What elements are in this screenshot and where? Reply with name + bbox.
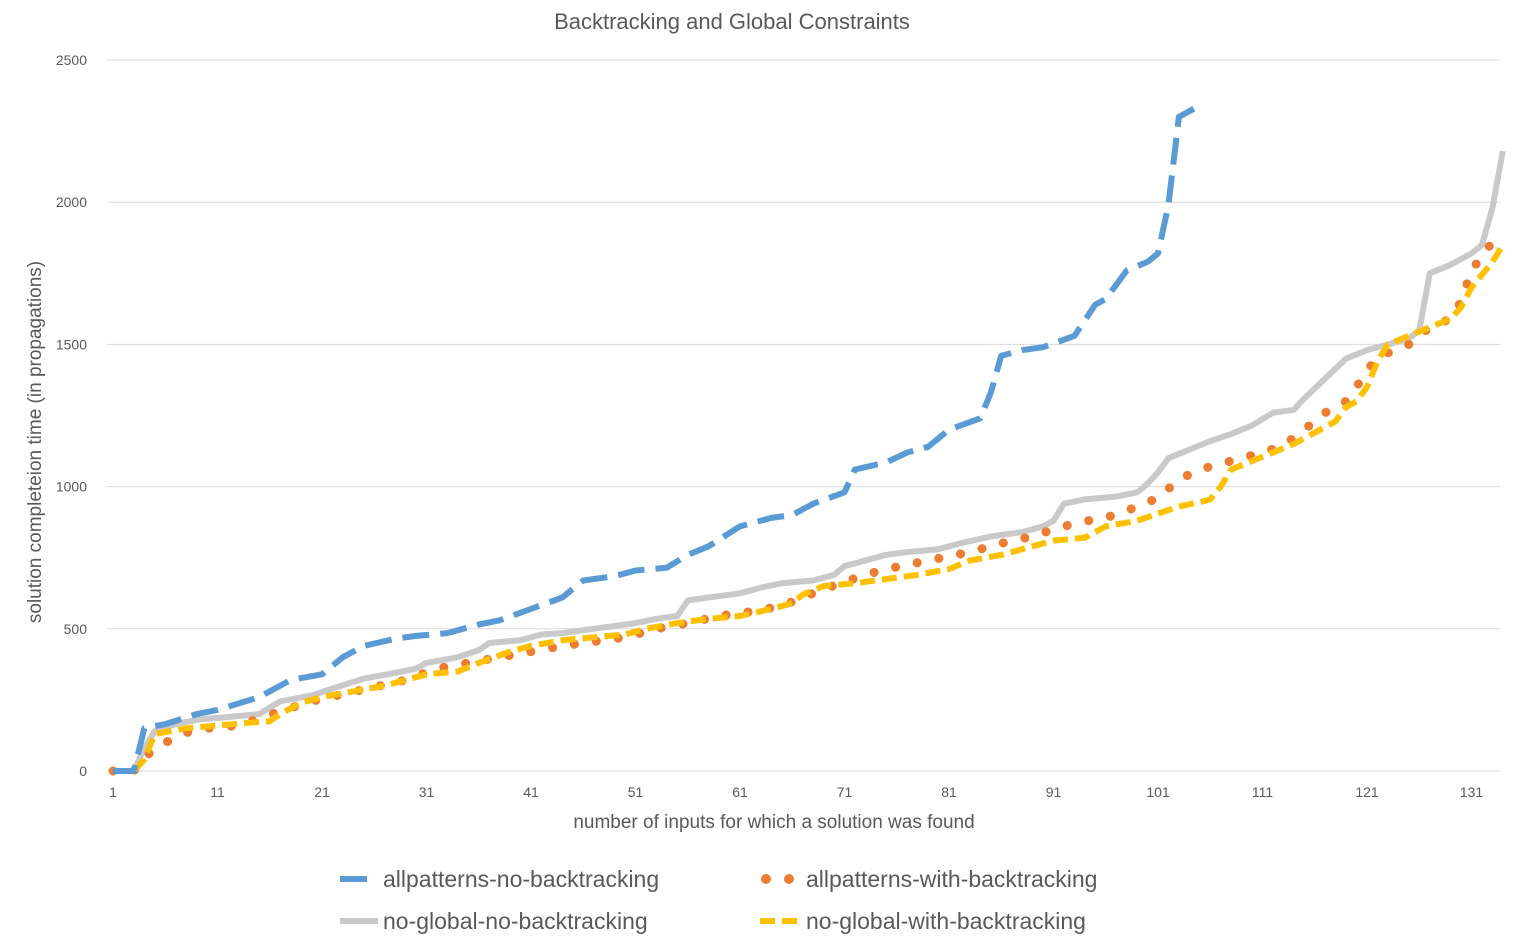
- x-tick-label: 81: [941, 784, 957, 800]
- legend-label: no-global-no-backtracking: [383, 908, 648, 934]
- x-tick-label: 51: [628, 784, 644, 800]
- x-tick-label: 101: [1146, 784, 1170, 800]
- y-tick-label: 1500: [56, 336, 87, 352]
- x-tick-label: 91: [1046, 784, 1062, 800]
- legend-marker: [784, 874, 794, 884]
- x-tick-label: 121: [1355, 784, 1379, 800]
- y-axis-ticks: 0 500 1000 1500 2000 2500: [56, 52, 87, 779]
- legend-label: allpatterns-with-backtracking: [806, 866, 1097, 892]
- legend-item-no-global-no-backtracking: no-global-no-backtracking: [340, 908, 648, 934]
- x-tick-label: 31: [419, 784, 435, 800]
- x-tick-label: 111: [1252, 784, 1273, 800]
- y-axis-title: solution completeion time (in propagatio…: [25, 261, 46, 623]
- x-axis-title: number of inputs for which a solution wa…: [573, 812, 974, 833]
- y-tick-label: 500: [64, 621, 88, 637]
- gridlines: [107, 59, 1500, 630]
- legend-item-allpatterns-no-backtracking: allpatterns-no-backtracking: [340, 866, 659, 892]
- x-tick-label: 21: [314, 784, 330, 800]
- x-tick-label: 1: [109, 784, 117, 800]
- x-tick-label: 41: [523, 784, 539, 800]
- legend-label: allpatterns-no-backtracking: [383, 866, 659, 892]
- legend-marker: [761, 874, 771, 884]
- x-tick-label: 131: [1460, 784, 1484, 800]
- x-tick-label: 11: [210, 784, 225, 800]
- x-tick-label: 61: [732, 784, 748, 800]
- y-tick-label: 0: [79, 763, 87, 779]
- series-lines: [108, 102, 1506, 776]
- x-tick-label: 71: [837, 784, 853, 800]
- series-line-no-global-with-backtracking: [113, 243, 1506, 774]
- legend: allpatterns-no-backtracking allpatterns-w…: [340, 866, 1097, 934]
- series-line-allpatterns-no-backtracking: [113, 102, 1202, 774]
- series-line-no-global-no-backtracking: [113, 150, 1506, 774]
- legend-item-allpatterns-with-backtracking: allpatterns-with-backtracking: [761, 866, 1097, 892]
- legend-label: no-global-with-backtracking: [806, 908, 1086, 934]
- chart-title: Backtracking and Global Constraints: [554, 9, 910, 34]
- y-tick-label: 1000: [56, 479, 87, 495]
- x-axis-ticks: 1 11 21 31 41 51 61 71 81 91 101 111 121 131: [109, 784, 1483, 800]
- y-tick-label: 2500: [56, 52, 87, 68]
- legend-item-no-global-with-backtracking: no-global-with-backtracking: [760, 908, 1086, 934]
- y-tick-label: 2000: [56, 194, 87, 210]
